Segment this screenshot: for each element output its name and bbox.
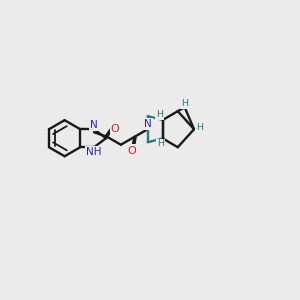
Text: O: O — [127, 146, 136, 156]
Text: H: H — [196, 124, 203, 133]
Text: H: H — [156, 110, 163, 119]
Text: H: H — [181, 99, 188, 108]
Text: NH: NH — [86, 147, 102, 157]
Text: N: N — [144, 119, 152, 130]
Text: O: O — [111, 124, 120, 134]
Text: H: H — [157, 140, 164, 148]
Text: N: N — [90, 120, 98, 130]
